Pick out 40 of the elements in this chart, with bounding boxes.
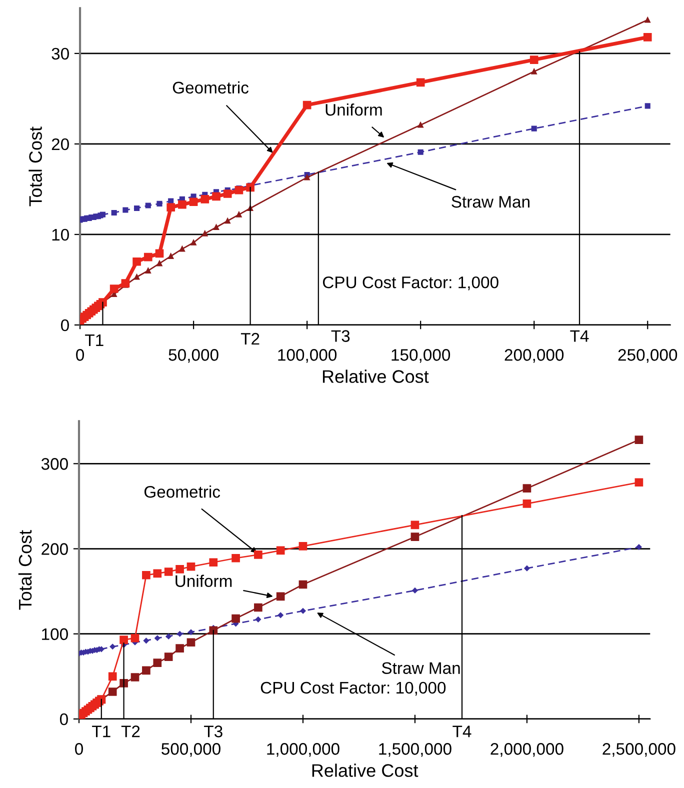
x-tick-label: 100,000 — [278, 349, 337, 363]
x-tick-label: 2,500,000 — [602, 743, 676, 757]
x-tick-label: 500,000 — [162, 743, 220, 757]
annotation: T3 — [331, 330, 350, 342]
x-tick-label: 50,000 — [168, 349, 218, 363]
y-tick-label: 20 — [52, 138, 69, 150]
annotation: T2 — [121, 726, 140, 738]
x-tick-label: 200,000 — [504, 349, 564, 363]
y-tick-label: 10 — [52, 228, 69, 241]
annotation: T1 — [92, 726, 110, 738]
x-tick-label: 150,000 — [392, 349, 450, 363]
y-tick-label: 200 — [42, 543, 68, 555]
annotation: CPU Cost Factor: 1,000 — [322, 276, 498, 290]
annotation: Uniform — [176, 574, 232, 588]
annotation: T4 — [452, 726, 472, 738]
y-tick-label: 0 — [60, 713, 68, 726]
y-tick-label: 30 — [52, 48, 69, 60]
annotation: Uniform — [326, 103, 382, 116]
y-axis-title: Total Cost — [18, 530, 32, 610]
y-tick-label: 100 — [42, 628, 68, 640]
annotation: Straw Man — [452, 196, 530, 208]
x-tick-label: 1,000,000 — [267, 743, 340, 757]
annotation: CPU Cost Factor: 10,000 — [260, 682, 446, 696]
y-tick-label: 0 — [60, 319, 69, 332]
x-tick-label: 0 — [76, 349, 84, 361]
x-tick-label: 1,500,000 — [379, 743, 452, 757]
annotation: Geometric — [144, 486, 220, 498]
annotation: T2 — [240, 332, 260, 345]
x-tick-label: 250,000 — [618, 349, 678, 363]
y-axis-title: Total Cost — [28, 126, 42, 206]
x-tick-label: 2,000,000 — [490, 743, 564, 757]
annotation: T3 — [204, 726, 222, 738]
annotation: Straw Man — [382, 662, 460, 674]
y-tick-label: 300 — [41, 458, 68, 470]
x-axis-title: Relative Cost — [322, 370, 429, 383]
annotation: T4 — [570, 330, 589, 342]
x-axis-title: Relative Cost — [312, 764, 418, 777]
annotation: T1 — [85, 334, 104, 346]
x-tick-label: 0 — [75, 743, 83, 755]
annotation: Geometric — [172, 81, 249, 94]
